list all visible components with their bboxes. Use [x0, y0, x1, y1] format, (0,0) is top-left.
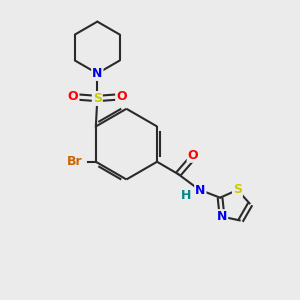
Text: N: N: [195, 184, 206, 197]
Text: N: N: [92, 67, 103, 80]
Text: O: O: [116, 91, 127, 103]
Text: S: S: [233, 184, 242, 196]
Text: S: S: [93, 92, 102, 105]
Text: H: H: [181, 189, 192, 203]
Text: Br: Br: [67, 155, 83, 168]
Text: N: N: [217, 210, 227, 223]
Text: O: O: [188, 149, 198, 162]
Text: O: O: [68, 91, 79, 103]
